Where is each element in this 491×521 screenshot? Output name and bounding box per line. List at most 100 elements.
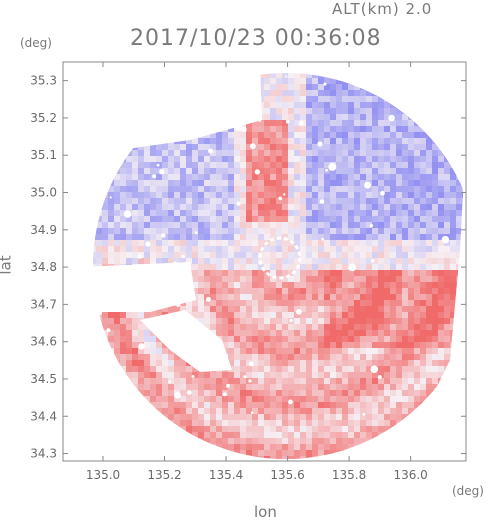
echo-cell: [126, 174, 133, 181]
echo-cell: [336, 318, 343, 325]
echo-cell: [336, 138, 343, 145]
echo-cell: [228, 270, 235, 277]
echo-cell: [378, 138, 385, 145]
echo-cell: [402, 390, 409, 397]
echo-cell: [228, 234, 235, 241]
echo-cell: [162, 204, 169, 211]
echo-cell: [144, 156, 151, 163]
echo-cell: [150, 408, 157, 415]
noise-speckle: [380, 190, 385, 196]
echo-cell: [234, 390, 241, 397]
echo-cell: [312, 186, 319, 193]
echo-cell: [174, 192, 181, 199]
echo-cell: [336, 456, 343, 459]
echo-cell: [144, 216, 151, 223]
echo-cell: [138, 222, 145, 229]
echo-cell: [120, 192, 127, 199]
echo-cell: [300, 132, 307, 139]
echo-cell: [426, 192, 433, 199]
echo-cell: [282, 282, 289, 289]
echo-cell: [276, 168, 283, 175]
echo-cell: [66, 222, 73, 229]
echo-cell: [390, 432, 397, 439]
echo-cell: [438, 144, 445, 151]
echo-cell: [93, 252, 97, 259]
echo-cell: [378, 156, 385, 163]
echo-cell: [306, 372, 313, 379]
echo-cell: [198, 438, 205, 445]
echo-cell: [192, 210, 199, 217]
echo-cell: [348, 384, 355, 391]
echo-cell: [432, 282, 439, 289]
y-tick-label: 34.3: [30, 447, 57, 461]
echo-cell: [156, 426, 163, 433]
echo-cell: [264, 444, 271, 451]
echo-cell: [168, 444, 175, 451]
echo-cell: [264, 330, 271, 337]
echo-cell: [192, 300, 199, 307]
echo-cell: [264, 90, 271, 97]
echo-cell: [246, 246, 253, 253]
echo-cell: [276, 138, 283, 145]
echo-cell: [366, 426, 373, 433]
echo-cell: [396, 384, 403, 391]
echo-cell: [372, 348, 379, 355]
echo-cell: [228, 420, 235, 427]
echo-cell: [234, 456, 241, 459]
echo-cell: [318, 432, 325, 439]
echo-cell: [438, 174, 445, 181]
echo-cell: [210, 210, 217, 217]
noise-speckle: [288, 399, 293, 405]
echo-cell: [426, 264, 433, 271]
echo-cell: [294, 300, 301, 307]
echo-cell: [450, 234, 457, 241]
echo-cell: [270, 432, 277, 439]
echo-cell: [126, 348, 133, 355]
echo-cell: [240, 246, 247, 253]
echo-cell: [204, 324, 211, 331]
echo-cell: [354, 264, 361, 271]
echo-cell: [222, 396, 229, 403]
echo-cell: [336, 162, 343, 169]
echo-cell: [426, 222, 433, 229]
echo-cell: [288, 66, 295, 73]
echo-cell: [342, 96, 349, 103]
echo-cell: [174, 384, 181, 391]
echo-cell: [192, 270, 199, 277]
echo-cell: [222, 372, 229, 379]
echo-cell: [450, 138, 457, 145]
echo-cell: [216, 162, 223, 169]
echo-cell: [186, 138, 193, 145]
echo-cell: [264, 204, 271, 211]
echo-cell: [438, 114, 445, 121]
echo-cell: [306, 264, 313, 271]
echo-cell: [426, 252, 433, 259]
echo-cell: [282, 390, 289, 397]
echo-cell: [228, 354, 235, 361]
echo-cell: [222, 174, 229, 181]
echo-cell: [156, 372, 163, 379]
echo-cell: [324, 390, 331, 397]
noise-speckle: [174, 392, 181, 399]
echo-cell: [66, 228, 73, 235]
echo-cell: [438, 210, 445, 217]
echo-cell: [342, 144, 349, 151]
x-tick-label: 135.6: [270, 468, 304, 482]
echo-cell: [168, 198, 175, 205]
echo-cell: [438, 192, 445, 199]
echo-cell: [84, 198, 91, 205]
echo-cell: [378, 426, 385, 433]
echo-cell: [222, 156, 229, 163]
echo-cell: [216, 318, 223, 325]
echo-cell: [270, 348, 277, 355]
echo-cell: [276, 396, 283, 403]
echo-cell: [384, 198, 391, 205]
echo-cell: [168, 450, 175, 457]
echo-cell: [318, 204, 325, 211]
echo-cell: [444, 252, 451, 259]
echo-cell: [282, 144, 289, 151]
noise-speckle: [441, 235, 450, 244]
echo-cell: [462, 144, 466, 151]
echo-cell: [252, 294, 259, 301]
echo-cell: [258, 156, 265, 163]
